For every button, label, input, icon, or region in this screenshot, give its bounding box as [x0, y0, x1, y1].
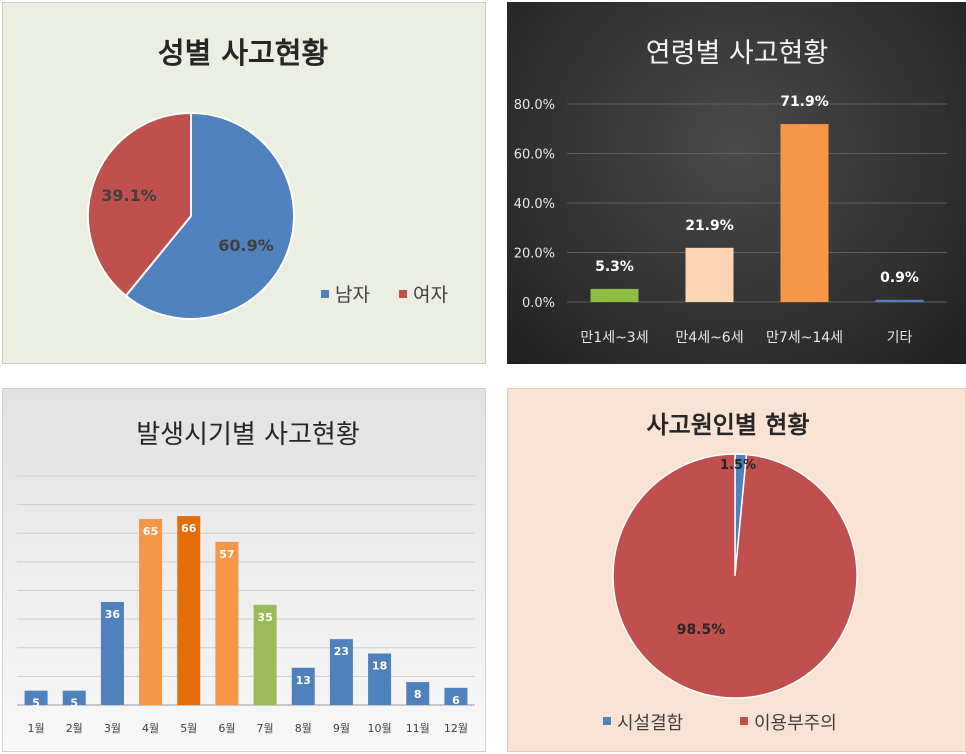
- x-tick-label: 2월: [66, 722, 83, 735]
- legend-label: 시설결함: [617, 713, 683, 734]
- x-tick-label: 10월: [368, 722, 392, 735]
- slice-label: 39.1%: [101, 186, 157, 205]
- data-label: 36: [105, 608, 121, 621]
- y-tick-label: 80.0%: [514, 98, 555, 113]
- x-tick-label: 만1세~3세: [580, 330, 648, 346]
- chart-title: 사고원인별 현황: [647, 411, 810, 439]
- x-tick-label: 3월: [104, 722, 121, 735]
- bar: [444, 687, 468, 705]
- x-tick-label: 1월: [28, 722, 45, 735]
- pie-slice-0: [124, 111, 295, 320]
- month-bar-chart: 발생시기별 사고현황 5 1월 5 2월 36 3월 65 4월 66 5월 57 6월 35 7월 13 8월…: [17, 420, 475, 735]
- data-label: 0.9%: [880, 270, 919, 286]
- x-tick-label: 7월: [257, 722, 274, 735]
- bar: [406, 682, 430, 705]
- slice-label: 60.9%: [218, 236, 274, 255]
- cause-accident-panel: 사고원인별 현황 1.5% 98.5% 시설결함 이용부주의: [507, 388, 966, 752]
- bar: [780, 124, 829, 302]
- bar: [253, 604, 277, 705]
- bar: [177, 516, 201, 705]
- x-tick-label: 9월: [333, 722, 350, 735]
- data-label: 23: [334, 645, 349, 658]
- legend-label: 여자: [413, 284, 448, 306]
- pie-slice-1: [87, 111, 192, 298]
- y-tick-label: 0.0%: [522, 296, 555, 311]
- data-label: 57: [219, 548, 234, 561]
- data-label: 8: [414, 688, 422, 701]
- data-label: 5.3%: [595, 259, 634, 275]
- x-tick-label: 4월: [142, 722, 159, 735]
- x-tick-label: 만4세~6세: [675, 330, 743, 346]
- cause-pie-chart: 사고원인별 현황 1.5% 98.5% 시설결함 이용부주의: [603, 411, 858, 734]
- bar: [100, 601, 124, 705]
- bar: [875, 299, 924, 302]
- data-label: 21.9%: [685, 218, 734, 234]
- data-label: 5: [32, 697, 40, 710]
- chart-title: 발생시기별 사고현황: [136, 420, 360, 450]
- slice-label: 98.5%: [677, 622, 726, 638]
- bar: [139, 518, 163, 705]
- gender-accident-panel: 성별 사고현황 60.9% 39.1% 남자 여자: [2, 2, 486, 364]
- data-label: 6: [452, 694, 460, 707]
- data-label: 71.9%: [780, 94, 829, 110]
- y-tick-label: 60.0%: [514, 148, 555, 163]
- x-tick-label: 11월: [406, 722, 430, 735]
- bar: [685, 247, 734, 302]
- legend-swatch: [603, 717, 611, 725]
- bar: [62, 690, 86, 705]
- bar: [24, 690, 48, 705]
- bar: [590, 288, 639, 302]
- data-label: 5: [70, 697, 78, 710]
- x-tick-label: 기타: [887, 330, 913, 346]
- bar: [368, 653, 392, 705]
- age-bar-chart: 연령별 사고현황 0.0% 20.0% 40.0% 60.0% 80.0% 5.3% 만1세~…: [514, 38, 947, 346]
- chart-title: 성별 사고현황: [158, 36, 328, 70]
- legend-label: 이용부주의: [754, 713, 837, 734]
- gender-pie-chart: 성별 사고현황 60.9% 39.1% 남자 여자: [87, 36, 448, 320]
- legend-swatch: [740, 717, 748, 725]
- data-label: 65: [143, 525, 158, 538]
- pie-slice-1: [612, 453, 858, 699]
- data-label: 35: [257, 611, 272, 624]
- bar: [291, 667, 315, 705]
- y-tick-label: 40.0%: [514, 197, 555, 212]
- data-label: 18: [372, 659, 387, 672]
- x-tick-label: 5월: [180, 722, 197, 735]
- age-accident-panel: 연령별 사고현황 0.0% 20.0% 40.0% 60.0% 80.0% 5.3% 만1세~…: [507, 2, 966, 364]
- legend-label: 남자: [335, 284, 370, 306]
- x-tick-label: 만7세~14세: [766, 330, 843, 346]
- y-tick-label: 20.0%: [514, 247, 555, 262]
- x-tick-label: 12월: [444, 722, 468, 735]
- legend-swatch: [321, 290, 329, 298]
- data-label: 66: [181, 522, 197, 535]
- data-label: 13: [296, 674, 311, 687]
- bar: [329, 639, 353, 705]
- month-accident-panel: 발생시기별 사고현황 5 1월 5 2월 36 3월 65 4월 66 5월 57 6월 35 7월 13 8월…: [2, 388, 486, 752]
- bar: [215, 541, 239, 705]
- slice-label: 1.5%: [720, 458, 756, 473]
- legend-swatch: [399, 290, 407, 298]
- x-tick-label: 6월: [218, 722, 235, 735]
- chart-title: 연령별 사고현황: [646, 38, 828, 69]
- x-tick-label: 8월: [295, 722, 312, 735]
